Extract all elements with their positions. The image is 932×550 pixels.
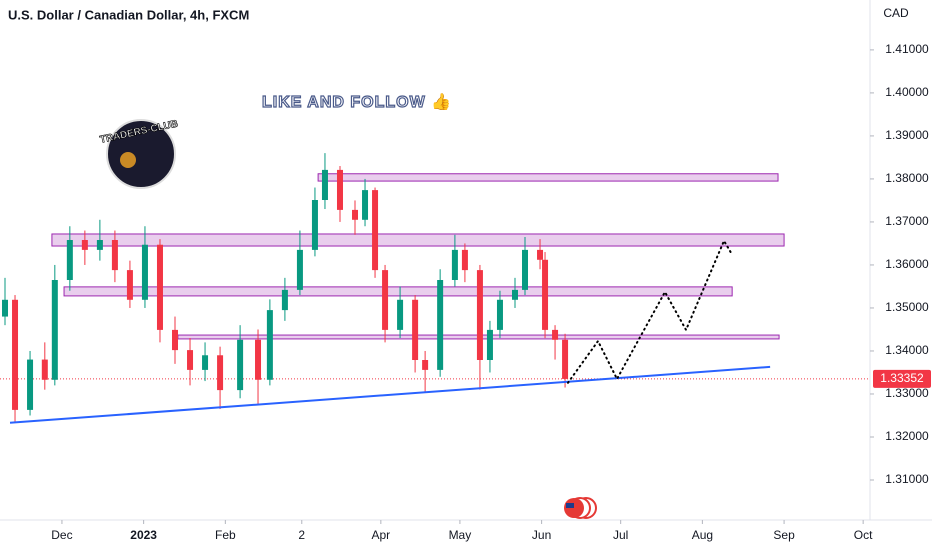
x-tick-label: 2023: [130, 528, 157, 542]
candle-body: [397, 299, 404, 330]
candle-body: [362, 190, 369, 220]
flag-canton: [566, 503, 574, 508]
logo-glow: [120, 152, 136, 168]
candle-body: [372, 190, 379, 271]
y-tick-label: 1.38000: [885, 171, 929, 185]
candle-body: [336, 169, 343, 210]
logo-circle: [106, 119, 176, 189]
candle-body: [27, 359, 34, 410]
candle-body: [202, 355, 209, 370]
x-tick-label: Apr: [371, 528, 390, 542]
candle-body: [522, 249, 529, 290]
candle-body: [542, 259, 549, 330]
y-tick-label: 1.41000: [885, 42, 929, 56]
x-tick-label: Aug: [692, 528, 713, 542]
y-tick-label: 1.33000: [885, 386, 929, 400]
last-price-label: 1.33352: [880, 371, 924, 385]
candle-body: [461, 249, 468, 271]
candle-body: [156, 244, 163, 330]
y-tick-label: 1.37000: [885, 214, 929, 228]
y-tick-label: 1.31000: [885, 472, 929, 486]
y-tick-label: 1.40000: [885, 85, 929, 99]
x-tick-label: Sep: [773, 528, 795, 542]
candle-body: [321, 169, 328, 200]
candle-body: [496, 299, 503, 330]
candle-body: [382, 270, 389, 330]
candle-body: [111, 240, 118, 271]
candle-body: [255, 339, 262, 380]
candle-body: [126, 270, 133, 300]
candle-body: [296, 249, 303, 290]
candle-body: [311, 200, 318, 250]
y-tick-label: 1.36000: [885, 257, 929, 271]
banner: LIKE AND FOLLOW 👍: [262, 92, 452, 111]
candle-body: [352, 209, 359, 220]
last-price-tag: [873, 369, 931, 388]
projection-path: [566, 238, 733, 384]
candle-body: [96, 240, 103, 250]
y-tick-label: 1.35000: [885, 300, 929, 314]
candle-body: [172, 329, 179, 351]
candle-body: [476, 270, 483, 360]
candle-body: [451, 249, 458, 280]
candle-body: [266, 310, 273, 380]
candle-body: [281, 289, 288, 311]
zone: [317, 173, 779, 182]
candle-body: [486, 329, 493, 360]
y-tick-label: 1.34000: [885, 343, 929, 357]
candle-body: [141, 244, 148, 300]
candle-body: [81, 240, 88, 250]
candle-body: [537, 249, 544, 260]
flag-icon: [564, 497, 597, 519]
chart-title: U.S. Dollar / Canadian Dollar, 4h, FXCM: [8, 7, 249, 22]
currency-label: CAD: [883, 6, 909, 20]
candle-body: [12, 299, 19, 410]
x-tick-label: 2: [298, 528, 305, 542]
candle-body: [66, 240, 73, 280]
candle-body: [51, 280, 58, 380]
y-tick-label: 1.39000: [885, 128, 929, 142]
zone: [51, 233, 785, 247]
x-tick-label: Jun: [532, 528, 551, 542]
x-tick-label: Feb: [215, 528, 236, 542]
y-tick-label: 1.32000: [885, 429, 929, 443]
candle-body: [562, 339, 569, 379]
candle-body: [412, 299, 419, 360]
x-tick-label: May: [449, 528, 472, 542]
candle-body: [187, 350, 194, 370]
candle-body: [2, 299, 9, 317]
trendline: [9, 365, 771, 424]
candle-body: [552, 329, 559, 340]
candle-body: [41, 359, 48, 380]
zone: [63, 286, 733, 297]
x-tick-label: Dec: [51, 528, 72, 542]
candle-body: [217, 355, 224, 391]
candle-body: [511, 289, 518, 300]
candle-body: [422, 360, 429, 370]
candle-body: [437, 280, 444, 370]
x-tick-label: Jul: [613, 528, 628, 542]
x-tick-label: Oct: [854, 528, 873, 542]
candle-body: [237, 339, 244, 391]
